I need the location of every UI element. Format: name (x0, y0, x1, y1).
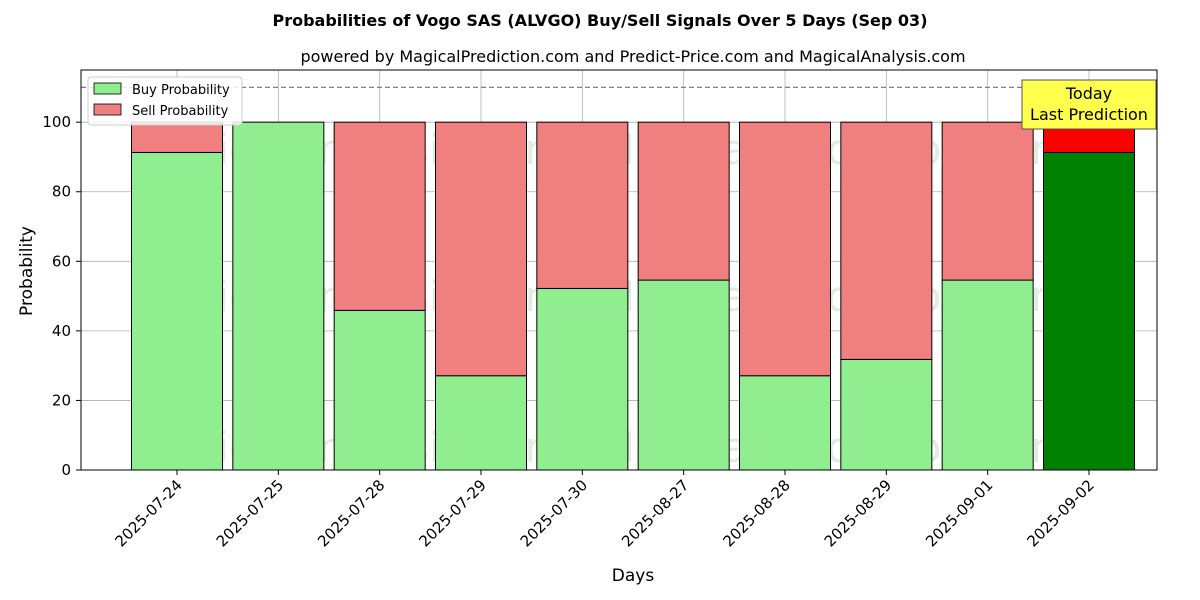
bar-buy (232, 121, 325, 471)
y-tick-label: 20 (52, 391, 71, 409)
annotation-line1: Today (1065, 84, 1112, 103)
legend: Buy Probability Sell Probability (87, 76, 243, 126)
x-tick-label: 2025-09-01 (922, 476, 996, 550)
x-tick-label: 2025-07-28 (314, 476, 388, 550)
bar-sell (840, 121, 933, 360)
bar-sell (131, 121, 223, 153)
bar-buy (840, 358, 933, 471)
today-annotation: Today Last Prediction (1021, 79, 1157, 130)
y-tick-label: 40 (52, 322, 71, 340)
bar-sell (333, 121, 426, 311)
plot-frame (80, 69, 1158, 471)
annotation-line2: Last Prediction (1030, 105, 1148, 124)
annotation-box (1021, 79, 1157, 130)
x-tick-label: 2025-09-02 (1023, 476, 1097, 550)
y-tick-label: 100 (42, 113, 71, 131)
x-tick-label: 2025-07-29 (415, 476, 489, 550)
bar-sell (941, 121, 1034, 281)
bar-sell (435, 121, 527, 377)
legend-buy-label: Buy Probability (132, 83, 230, 98)
bar-buy (131, 151, 223, 471)
y-tick-label: 80 (52, 183, 71, 201)
legend-sell-label: Sell Probability (132, 104, 229, 119)
bar-buy (637, 279, 730, 471)
bar-buy (333, 309, 426, 471)
bar-buy (1043, 151, 1135, 471)
x-tick-label: 2025-08-28 (719, 476, 793, 550)
bar-sell (739, 121, 831, 377)
x-tick-label: 2025-08-27 (618, 476, 692, 550)
y-axis-label: Probability (17, 226, 37, 316)
bar-sell (536, 121, 629, 289)
bars (131, 121, 1135, 471)
x-tick-label: 2025-08-29 (821, 476, 895, 550)
x-tick-label: 2025-07-30 (517, 476, 591, 550)
legend-box (87, 76, 243, 126)
y-tick-label: 0 (61, 461, 71, 479)
bar-buy (536, 287, 629, 471)
y-tick-label: 60 (52, 252, 71, 270)
x-tick-label: 2025-07-24 (111, 476, 185, 550)
chart-title: Probabilities of Vogo SAS (ALVGO) Buy/Se… (272, 11, 927, 30)
legend-buy-swatch (93, 82, 122, 95)
bar-buy (941, 279, 1034, 471)
x-tick-label: 2025-07-25 (213, 476, 287, 550)
bar-buy (435, 375, 527, 471)
legend-sell-swatch (93, 103, 122, 116)
bar-sell (637, 121, 730, 281)
bar-buy (739, 375, 831, 471)
x-axis-label: Days (612, 566, 655, 586)
chart-subtitle: powered by MagicalPrediction.com and Pre… (300, 47, 965, 66)
